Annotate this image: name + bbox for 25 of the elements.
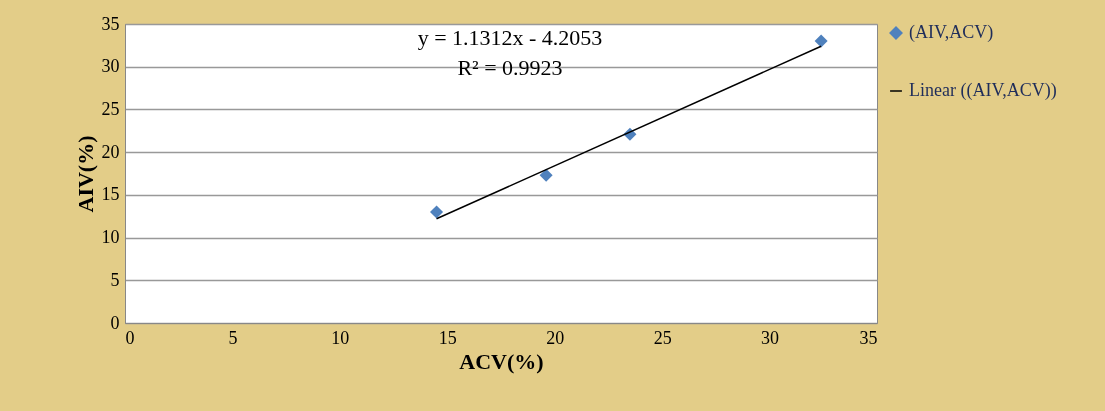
y-tick-label: 30 — [101, 56, 120, 77]
x-tick-label: 30 — [761, 327, 780, 348]
point — [539, 168, 553, 182]
point — [430, 205, 444, 219]
annotation: y = 1.1312x - 4.2053 — [417, 25, 603, 50]
y-tick-label: 10 — [101, 227, 120, 248]
x-tick-label: 20 — [546, 327, 565, 348]
y-tick-label: 0 — [110, 312, 120, 333]
annotation: R² = 0.9923 — [457, 55, 563, 80]
x-tick-label: 10 — [331, 327, 350, 348]
legend-label: Linear ((AIV,ACV)) — [909, 80, 1057, 101]
legend-label: (AIV,ACV) — [909, 22, 994, 43]
point — [814, 34, 828, 48]
x-tick-label: 35 — [859, 327, 878, 348]
x-tick-label: 15 — [438, 327, 457, 348]
y-tick-label: 20 — [101, 141, 120, 162]
y-tick-label: 35 — [101, 13, 120, 34]
x-tick-label: 25 — [653, 327, 672, 348]
y-tick-label: 15 — [101, 184, 120, 205]
x-tick-label: 0 — [125, 327, 135, 348]
y-tick-label: 5 — [110, 269, 120, 290]
y-axis-title: AIV(%) — [72, 135, 98, 213]
x-tick-label: 5 — [228, 327, 238, 348]
x-axis-title: ACV(%) — [459, 348, 544, 374]
y-tick-label: 25 — [101, 98, 120, 119]
